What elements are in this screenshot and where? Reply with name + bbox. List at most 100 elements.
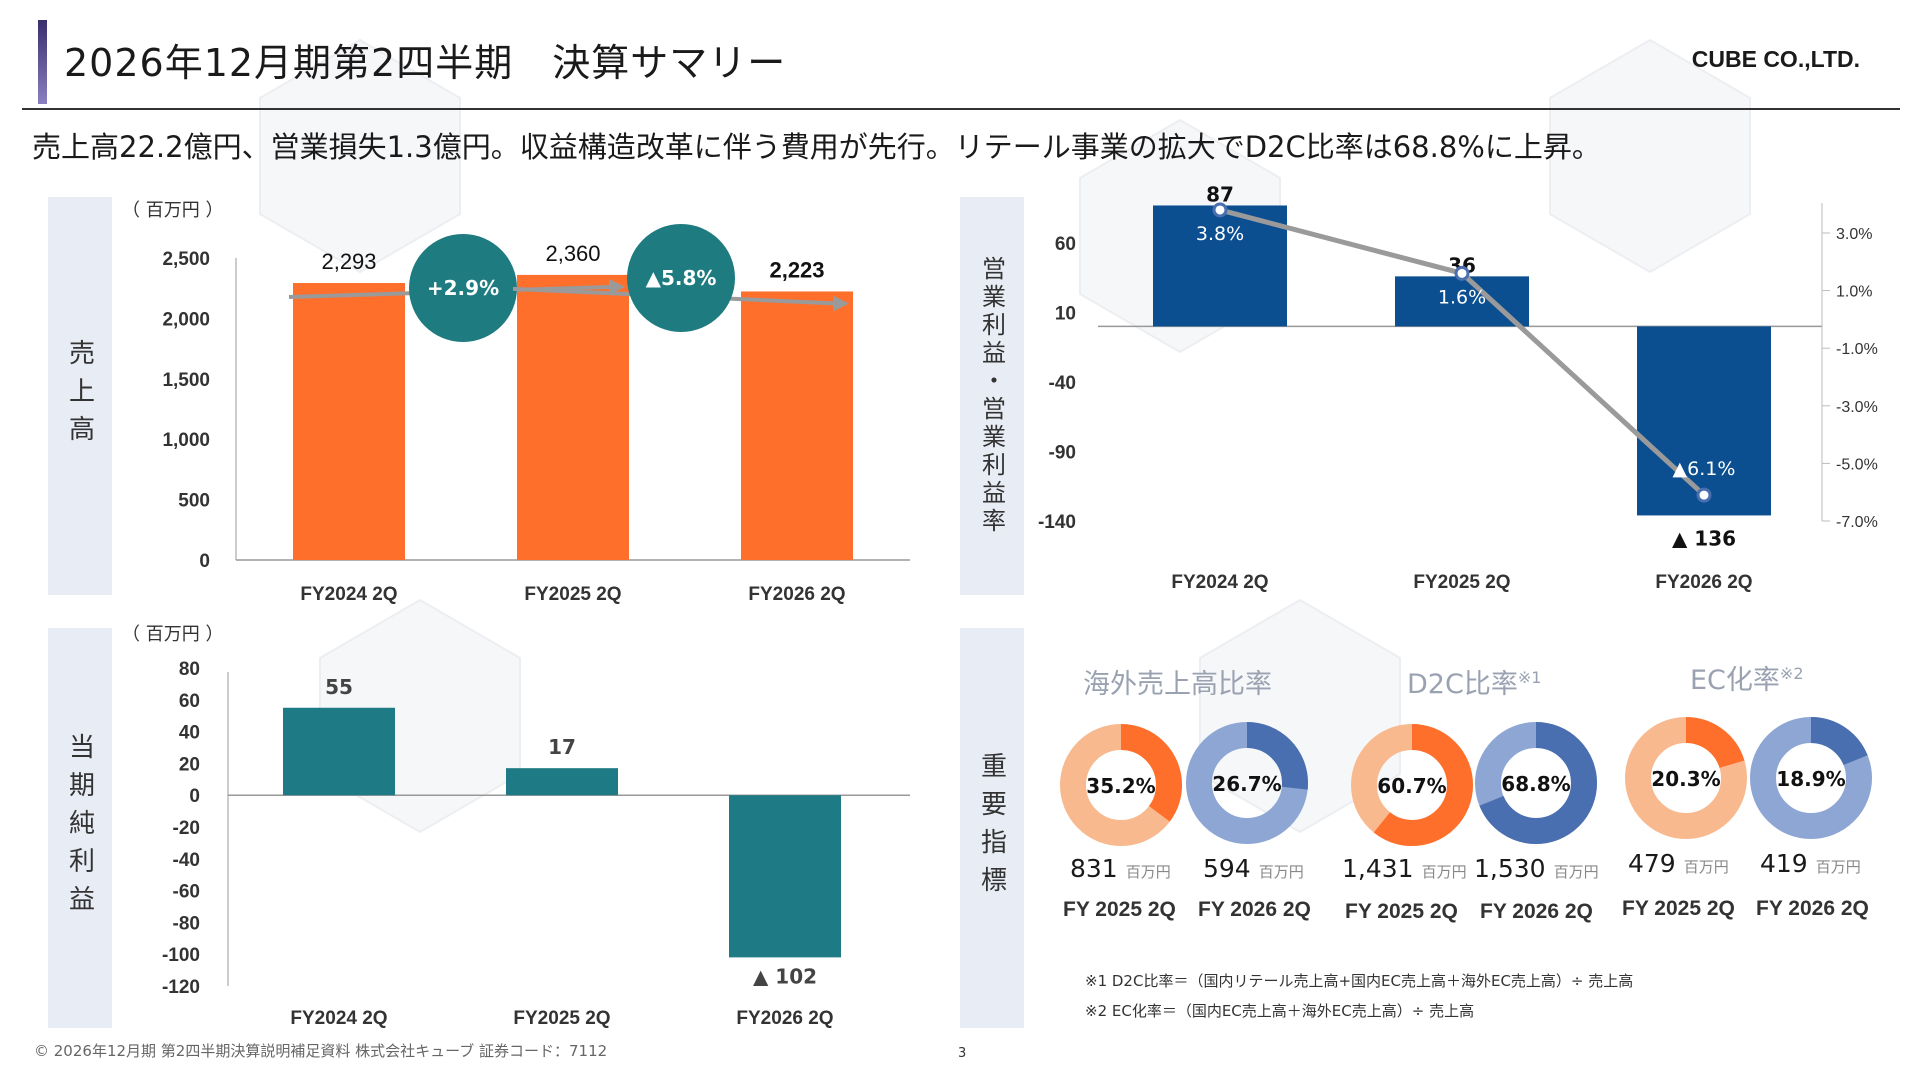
net-x-tick-label: FY2026 2Q — [736, 1008, 833, 1029]
kpi-donut-segment — [1475, 722, 1597, 844]
kpi-ec-2026-amount: 419 百万円 — [1760, 849, 1861, 878]
sales-y-tick-label: 2,500 — [162, 249, 210, 270]
kpi-d2c-2026-amount: 1,530 百万円 — [1474, 854, 1599, 883]
operating-y-tick-label: -90 — [1049, 443, 1076, 464]
kpi-ec-title-text: EC化率 — [1690, 665, 1780, 696]
amount-value: 594 — [1203, 854, 1251, 883]
amount-unit: 百万円 — [1815, 858, 1861, 876]
operating-margin-point — [1454, 265, 1470, 281]
net-y-tick-label: -100 — [162, 945, 200, 966]
net-y-tick-label: 80 — [179, 659, 200, 680]
sales-data-label: 2,293 — [321, 249, 376, 274]
sales-section-text: 売上高 — [64, 339, 95, 453]
kpi-overseas-2026-amount: 594 百万円 — [1203, 854, 1304, 883]
operating-bar — [1637, 326, 1771, 516]
operating-y2-tick-label: -3.0% — [1836, 399, 1878, 416]
footer-copyright: © 2026年12月期 第2四半期決算説明補足資料 株式会社キューブ 証券コード… — [34, 1042, 608, 1060]
net-y-tick-label: -80 — [173, 913, 200, 934]
operating-x-tick-label: FY2025 2Q — [1413, 572, 1510, 593]
net-y-tick-label: 0 — [189, 786, 200, 807]
net-bar — [283, 707, 395, 796]
kpi-donut-percent: 18.9% — [1776, 767, 1845, 791]
operating-margin-label: 3.8% — [1196, 223, 1244, 245]
operating-y2-tick-label: 3.0% — [1836, 226, 1872, 243]
kpi-d2c-title-text: D2C比率 — [1407, 669, 1518, 700]
operating-y2-tick-label: 1.0% — [1836, 284, 1872, 301]
net-bar — [506, 768, 618, 796]
net-y-tick-label: -120 — [162, 977, 200, 998]
title-accent-bar — [38, 20, 47, 104]
amount-value: 479 — [1628, 849, 1676, 878]
net-y-tick-label: 60 — [179, 691, 200, 712]
growth-badge-text: +2.9% — [427, 276, 499, 300]
kpi-overseas-title: 海外売上高比率 — [1083, 662, 1272, 701]
net-income-section-text: 当期純利益 — [64, 733, 95, 923]
kpi-d2c-2026-fy: FY 2026 2Q — [1480, 900, 1593, 923]
kpi-donut-percent: 60.7% — [1377, 774, 1446, 798]
kpi-donut-percent: 68.8% — [1501, 772, 1570, 796]
kpi-overseas-2026-fy: FY 2026 2Q — [1198, 898, 1311, 921]
title-divider — [22, 108, 1900, 110]
kpi-overseas-title-text: 海外売上高比率 — [1083, 669, 1272, 700]
net-x-tick-label: FY2025 2Q — [513, 1008, 610, 1029]
net-income-section-label: 当期純利益 — [48, 628, 112, 1028]
kpi-section-label: 重要指標 — [960, 628, 1024, 1028]
net-bar — [729, 795, 841, 958]
page-number: 3 — [958, 1046, 967, 1061]
net-data-label: ▲ 102 — [753, 964, 817, 988]
net-income-unit-label: （ 百万円 ） — [122, 624, 224, 645]
kpi-d2c-note-mark: ※1 — [1517, 668, 1542, 687]
sales-trend-arrowhead — [833, 295, 849, 312]
operating-x-tick-label: FY2026 2Q — [1655, 572, 1752, 593]
footnote-d2c: ※1 D2C比率＝（国内リテール売上高+国内EC売上高＋海外EC売上高）÷ 売上… — [1085, 972, 1634, 990]
kpi-d2c-2025-fy: FY 2025 2Q — [1345, 900, 1458, 923]
amount-value: 419 — [1760, 849, 1808, 878]
net-y-tick-label: -60 — [173, 882, 200, 903]
kpi-donut-segment — [1625, 717, 1747, 839]
sales-y-tick-label: 1,000 — [162, 430, 210, 451]
kpi-donut-percent: 35.2% — [1086, 774, 1155, 798]
kpi-section-text: 重要指標 — [976, 752, 1007, 904]
kpi-ec-2026-fy: FY 2026 2Q — [1756, 897, 1869, 920]
amount-unit: 百万円 — [1683, 858, 1729, 876]
operating-margin-point — [1212, 202, 1228, 218]
amount-unit: 百万円 — [1553, 863, 1599, 881]
sales-y-tick-label: 2,000 — [162, 309, 210, 330]
operating-data-label: ▲ 136 — [1672, 526, 1736, 550]
sales-section-label: 売上高 — [48, 197, 112, 595]
amount-unit: 百万円 — [1258, 863, 1304, 881]
operating-bar — [1395, 276, 1529, 327]
kpi-donut-percent: 26.7% — [1212, 772, 1281, 796]
net-data-label: 17 — [548, 735, 576, 759]
operating-margin-label: ▲6.1% — [1673, 458, 1736, 480]
operating-y-tick-label: 60 — [1055, 234, 1076, 255]
growth-badge-circle — [627, 224, 735, 332]
amount-unit: 百万円 — [1421, 863, 1467, 881]
amount-value: 831 — [1070, 854, 1118, 883]
operating-y-tick-label: -40 — [1049, 373, 1076, 394]
operating-section-text: 営業利益・営業利益率 — [977, 256, 1006, 536]
amount-value: 1,530 — [1474, 854, 1546, 883]
operating-margin-label: 1.6% — [1438, 286, 1486, 308]
sales-x-tick-label: FY2026 2Q — [748, 584, 845, 605]
kpi-overseas-2025-fy: FY 2025 2Q — [1063, 898, 1176, 921]
amount-unit: 百万円 — [1125, 863, 1171, 881]
kpi-ec-title: EC化率※2 — [1690, 658, 1804, 697]
footnote-ec: ※2 EC化率＝（国内EC売上高＋海外EC売上高）÷ 売上高 — [1085, 1002, 1475, 1020]
headline-summary: 売上高22.2億円、営業損失1.3億円。収益構造改革に伴う費用が先行。リテール事… — [32, 130, 1601, 164]
operating-y2-tick-label: -5.0% — [1836, 456, 1878, 473]
kpi-d2c-2025-amount: 1,431 百万円 — [1342, 854, 1467, 883]
company-name: CUBE CO.,LTD. — [1691, 46, 1860, 72]
kpi-ec-2025-amount: 479 百万円 — [1628, 849, 1729, 878]
sales-trend-arrowhead — [609, 278, 625, 295]
operating-y-tick-label: -140 — [1038, 512, 1076, 533]
operating-x-tick-label: FY2024 2Q — [1171, 572, 1268, 593]
sales-data-label: 2,360 — [545, 241, 600, 266]
net-x-tick-label: FY2024 2Q — [290, 1008, 387, 1029]
sales-bar — [741, 291, 853, 560]
sales-y-tick-label: 0 — [199, 551, 210, 572]
sales-x-tick-label: FY2025 2Q — [524, 584, 621, 605]
amount-value: 1,431 — [1342, 854, 1414, 883]
kpi-d2c-title: D2C比率※1 — [1407, 662, 1541, 701]
kpi-donut-segment — [1750, 717, 1872, 839]
